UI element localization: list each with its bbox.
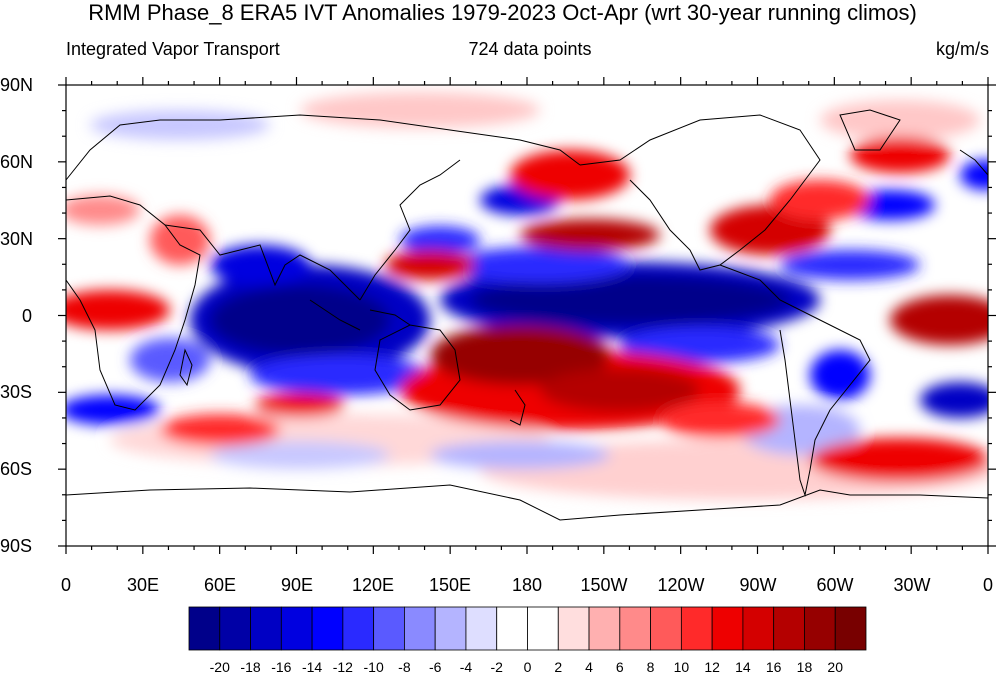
colorbar-swatch xyxy=(188,606,221,651)
colorbar-swatch xyxy=(557,606,590,651)
colorbar-label: 18 xyxy=(796,659,813,675)
colorbar-label: -14 xyxy=(301,659,323,675)
colorbar-label: 8 xyxy=(646,659,655,675)
colorbar xyxy=(188,606,867,651)
lat-label: 90S xyxy=(0,536,33,556)
units-label: kg/m/s xyxy=(935,39,989,59)
colorbar-swatch xyxy=(465,606,498,651)
colorbar-label: -10 xyxy=(363,659,384,675)
lon-label: 60W xyxy=(816,575,854,595)
colorbar-swatch xyxy=(527,606,559,651)
lat-label: 60N xyxy=(0,152,34,172)
colorbar-swatch xyxy=(404,606,436,651)
colorbar-swatch xyxy=(219,606,251,651)
colorbar-swatch xyxy=(650,606,682,651)
axis-ticks xyxy=(58,77,996,554)
lat-label: 90N xyxy=(0,75,34,95)
lon-label: 60E xyxy=(203,575,237,595)
colorbar-label: 2 xyxy=(554,659,563,675)
colorbar-label: -4 xyxy=(459,659,473,675)
lon-label: 120W xyxy=(657,575,705,595)
data-point-count: 724 data points xyxy=(468,39,592,59)
colorbar-label: 0 xyxy=(523,659,532,675)
lon-label: 180 xyxy=(511,575,543,595)
colorbar-swatch xyxy=(250,606,282,651)
colorbar-swatch xyxy=(373,606,405,651)
lat-label: 0 xyxy=(22,306,33,326)
lon-label: 90E xyxy=(280,575,314,595)
colorbar-label: 4 xyxy=(585,659,593,675)
lat-label: 60S xyxy=(0,459,33,479)
colorbar-swatch xyxy=(742,606,775,651)
colorbar-label: -16 xyxy=(271,659,292,675)
lon-label: 30W xyxy=(893,575,931,595)
colorbar-label: 16 xyxy=(765,659,782,675)
colorbar-label: -20 xyxy=(209,659,230,675)
colorbar-swatch xyxy=(496,606,528,651)
lon-label: 90W xyxy=(739,575,777,595)
colorbar-swatch xyxy=(588,606,621,651)
chart-title: RMM Phase_8 ERA5 IVT Anomalies 1979-2023… xyxy=(88,0,917,25)
colorbar-swatch xyxy=(834,606,867,651)
lon-label: 120E xyxy=(351,575,395,595)
lon-label: 150E xyxy=(428,575,472,595)
variable-name: Integrated Vapor Transport xyxy=(66,39,280,59)
colorbar-swatch xyxy=(311,606,344,651)
colorbar-label: -18 xyxy=(240,659,261,675)
colorbar-label: 6 xyxy=(615,659,624,675)
colorbar-label: -8 xyxy=(398,659,411,675)
colorbar-swatch xyxy=(804,606,836,651)
colorbar-label: -2 xyxy=(490,659,503,675)
lon-label: 30E xyxy=(126,575,160,595)
colorbar-swatch xyxy=(773,606,805,651)
colorbar-swatch xyxy=(434,606,467,651)
lon-label: 150W xyxy=(580,575,628,595)
coastlines xyxy=(66,109,988,521)
colorbar-label: 12 xyxy=(704,659,720,675)
colorbar-swatch xyxy=(680,606,713,651)
anomaly-field xyxy=(66,85,988,546)
colorbar-swatch xyxy=(280,606,313,651)
colorbar-label: -12 xyxy=(332,659,353,675)
colorbar-swatch xyxy=(342,606,375,651)
colorbar-swatch xyxy=(619,606,651,651)
lon-label: 0 xyxy=(60,575,71,595)
colorbar-label: -6 xyxy=(428,659,442,675)
lon-label: 0 xyxy=(982,575,993,595)
lat-label: 30N xyxy=(0,229,34,249)
colorbar-label: 14 xyxy=(735,659,751,675)
lat-label: 30S xyxy=(0,382,33,402)
colorbar-label: 10 xyxy=(673,659,690,675)
colorbar-swatch xyxy=(711,606,744,651)
colorbar-label: 20 xyxy=(827,659,843,675)
